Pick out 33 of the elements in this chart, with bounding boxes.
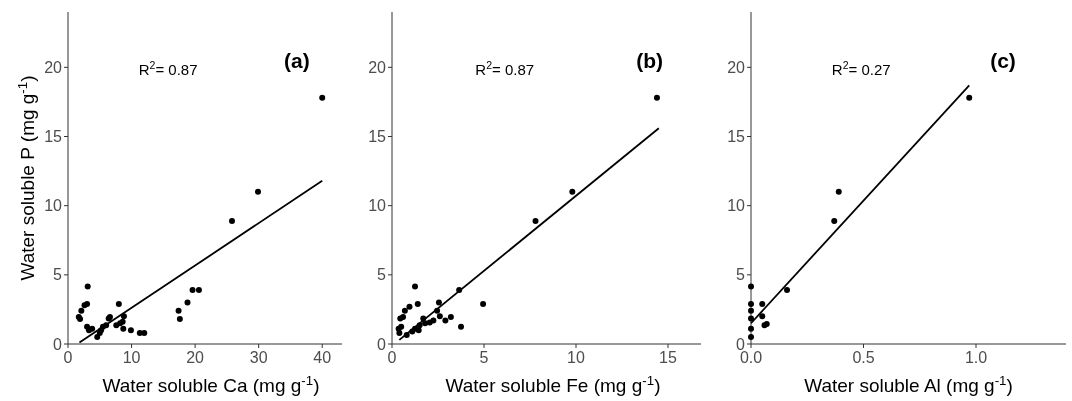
y-tick-label: 0: [377, 335, 387, 353]
x-tick-label: 20: [186, 349, 205, 366]
x-tick-label: 5: [479, 349, 489, 366]
x-tick-label: 0.0: [739, 349, 763, 366]
x-tick-label: 0.5: [852, 349, 875, 366]
annotation: R$^{2}$= 0.87: [138, 59, 198, 79]
x-axis-title: Water soluble Al (mg g$^{-1}$): [804, 372, 1013, 396]
y-tick-label: 0: [53, 335, 63, 353]
y-tick-label: 20: [727, 58, 746, 76]
annotation: (c): [990, 49, 1016, 73]
annotation: (a): [283, 49, 310, 73]
y-tick-label: 15: [44, 128, 63, 146]
y-tick-label: 10: [368, 197, 387, 215]
y-tick-label: 5: [53, 266, 63, 284]
y-tick-label: 5: [377, 266, 387, 284]
y-tick-label: 5: [736, 266, 746, 284]
y-tick-label: 15: [727, 128, 746, 146]
y-tick-label: 10: [727, 197, 746, 215]
x-tick-label: 10: [122, 349, 141, 366]
x-tick-label: 15: [659, 349, 677, 366]
y-tick-label: 20: [368, 58, 387, 76]
y-tick-label: 20: [44, 58, 63, 76]
x-tick-label: 10: [567, 349, 585, 366]
annotation: R$^{2}$= 0.87: [475, 59, 535, 79]
x-tick-label: 30: [249, 349, 268, 366]
x-axis-title: Water soluble Ca (mg g$^{-1}$): [102, 372, 320, 396]
y-tick-label: 15: [368, 128, 387, 146]
annotation: R$^{2}$= 0.27: [831, 59, 891, 79]
x-axis-title: Water soluble Fe (mg g$^{-1}$): [445, 372, 661, 396]
x-tick-label: 40: [313, 349, 332, 366]
annotation: (b): [636, 49, 664, 73]
y-tick-label: 10: [44, 197, 63, 215]
x-tick-label: 1.0: [964, 349, 988, 366]
